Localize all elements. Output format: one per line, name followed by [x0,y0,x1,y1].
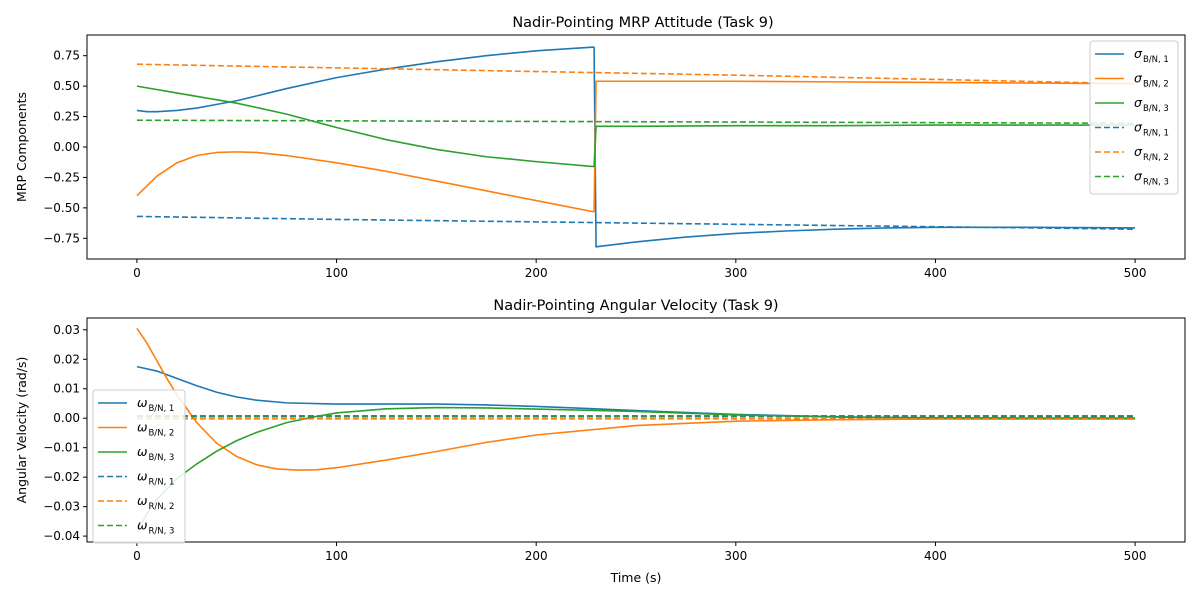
mrp-series-line-1 [136,46,1136,248]
mrp-series-line-5 [136,63,1136,85]
omega-plot-title: Nadir-Pointing Angular Velocity (Task 9) [493,298,778,314]
omega-x-tick-label: 200 [525,549,548,563]
mrp-legend-label: σR/N, 1 [1134,120,1169,139]
omega-y-axis-label: Angular Velocity (rad/s) [14,357,29,504]
angular-velocity-plot: Nadir-Pointing Angular Velocity (Task 9)… [14,298,1186,585]
mrp-series-line-6 [136,119,1136,125]
mrp-y-tick-label: −0.25 [43,170,80,184]
mrp-y-axis-label: MRP Components [14,92,29,202]
omega-y-tick-label: 0.01 [53,382,80,396]
mrp-y-tick-label: −0.50 [43,201,80,215]
mrp-legend-label: σB/N, 1 [1134,46,1169,65]
omega-legend: ωB/N, 1 ωB/N, 2 ωB/N, 3 ωR/N, 1 ωR/N, 2 ωR/N,… [92,389,186,544]
mrp-x-tick-label: 100 [325,266,348,280]
omega-series-line-2 [136,327,1136,471]
omega-y-tick-label: −0.02 [43,470,80,484]
omega-legend-label: ωB/N, 1 [137,395,174,414]
mrp-x-tick-label: 300 [724,266,747,280]
omega-legend-label: ωR/N, 3 [137,518,174,537]
omega-x-tick-label: 100 [325,549,348,563]
omega-legend-label: ωB/N, 3 [137,444,174,463]
omega-x-tick-label: 500 [1124,549,1147,563]
mrp-x-tick-label: 200 [525,266,548,280]
omega-x-tick-label: 300 [724,549,747,563]
mrp-series-line-2 [136,80,1136,213]
omega-y-tick-label: 0.02 [53,352,80,366]
omega-legend-label: ωB/N, 2 [137,420,174,439]
omega-x-axis-label: Time (s) [610,570,662,585]
mrp-legend-label: σB/N, 3 [1134,95,1169,114]
mrp-y-tick-label: 0.25 [53,110,80,124]
omega-legend-label: ωR/N, 2 [137,493,174,512]
mrp-legend: σB/N, 1 σB/N, 2 σB/N, 3 σR/N, 1 σR/N, 2 σR/N,… [1089,40,1179,195]
mrp-x-tick-label: 0 [133,266,141,280]
mrp-y-tick-label: 0.75 [53,49,80,63]
mrp-legend-label: σB/N, 2 [1134,71,1169,90]
mrp-y-tick-label: −0.75 [43,231,80,245]
omega-y-tick-label: −0.01 [43,441,80,455]
mrp-plot-title: Nadir-Pointing MRP Attitude (Task 9) [512,15,773,31]
omega-legend-label: ωR/N, 1 [137,469,174,488]
mrp-x-tick-label: 400 [924,266,947,280]
mrp-y-tick-label: 0.00 [53,140,80,154]
mrp-x-tick-label: 500 [1124,266,1147,280]
omega-x-tick-label: 400 [924,549,947,563]
omega-plot-frame [86,317,1186,543]
mrp-legend-label: σR/N, 3 [1134,169,1169,188]
mrp-attitude-plot: Nadir-Pointing MRP Attitude (Task 9) MRP… [14,15,1186,280]
omega-y-tick-label: −0.03 [43,500,80,514]
omega-y-tick-label: 0.03 [53,323,80,337]
omega-y-tick-label: −0.04 [43,529,80,543]
mrp-series-line-4 [136,215,1136,230]
mrp-legend-label: σR/N, 2 [1134,144,1169,163]
omega-y-tick-label: 0.00 [53,411,80,425]
omega-x-tick-label: 0 [133,549,141,563]
mrp-series-line-3 [136,85,1136,168]
mrp-y-tick-label: 0.50 [53,79,80,93]
